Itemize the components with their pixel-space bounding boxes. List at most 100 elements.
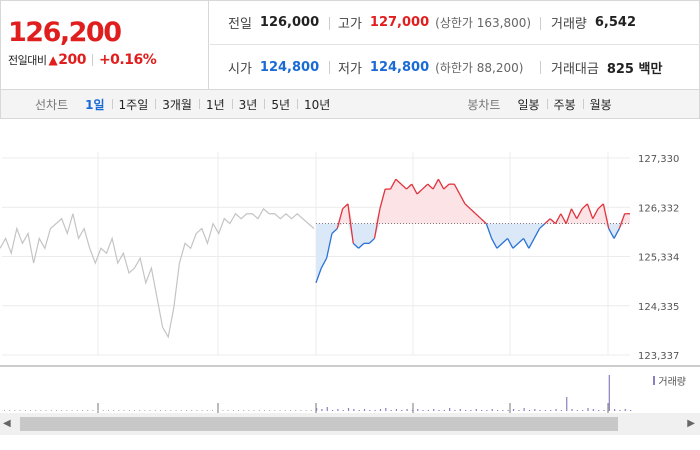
period-tab-1y[interactable]: 1년 <box>198 96 232 113</box>
previous-day-volume-bar <box>180 410 182 411</box>
today-line-segment <box>427 183 434 190</box>
volume-value: 6,542 <box>594 15 637 30</box>
prev-close-value: 126,000 <box>259 15 320 30</box>
previous-day-volume-bar <box>40 410 42 411</box>
high-value: 127,000 <box>369 15 430 30</box>
period-tab-10y[interactable]: 10년 <box>297 96 337 113</box>
today-line-segment <box>389 178 397 190</box>
previous-day-volume-bar <box>139 410 141 411</box>
volume-bar <box>587 408 589 411</box>
low-value: 124,800 <box>369 59 430 75</box>
previous-day-volume-bar <box>35 410 37 411</box>
previous-day-volume-bar <box>61 410 63 411</box>
previous-day-volume-bar <box>274 410 276 411</box>
volume-bar <box>438 410 440 411</box>
divider <box>329 17 330 30</box>
candle-tab-weekly[interactable]: 주봉 <box>546 96 583 113</box>
volume-bar <box>321 409 323 411</box>
volume-bar <box>496 410 499 411</box>
today-line-segment <box>459 193 466 205</box>
previous-day-volume-bar <box>258 410 260 411</box>
previous-day-volume-bar <box>71 410 73 411</box>
amount-label: 거래대금 <box>551 61 599 77</box>
volume-bar <box>486 410 488 411</box>
low-label: 저가 <box>338 61 362 77</box>
candle-chart-label: 봉차트 <box>467 97 501 112</box>
scroll-right-icon[interactable]: ▶ <box>687 418 695 429</box>
open-value: 124,800 <box>259 59 320 75</box>
previous-day-volume-bar <box>160 410 161 411</box>
volume-bar <box>518 410 520 411</box>
today-line-segment <box>336 208 344 229</box>
previous-day-volume-bar <box>305 410 307 411</box>
volume-bar <box>544 410 547 411</box>
previous-day-volume-bar <box>66 410 68 411</box>
previous-day-volume-bar <box>45 410 47 411</box>
volume-bar <box>465 410 467 411</box>
volume-bar <box>342 410 344 411</box>
previous-day-volume-bar <box>290 410 291 411</box>
volume-bar <box>475 409 477 411</box>
y-tick-label: 123,337 <box>638 351 679 362</box>
volume-bar <box>630 410 632 411</box>
period-tab-3m[interactable]: 3개월 <box>155 96 199 113</box>
scroll-left-icon[interactable]: ◀ <box>3 418 11 429</box>
today-line-segment <box>507 238 514 249</box>
previous-day-volume-bar <box>118 410 120 411</box>
volume-bar <box>550 410 552 411</box>
chart-area-fills <box>316 179 630 283</box>
period-tab-3y[interactable]: 3년 <box>231 96 265 113</box>
chart-scrollbar[interactable]: ◀ ▶ <box>0 413 700 435</box>
today-line-segment <box>373 208 381 239</box>
today-line-segment <box>501 237 509 244</box>
today-line-segment <box>544 218 551 225</box>
scrollbar-thumb[interactable] <box>20 417 618 431</box>
candle-tab-daily[interactable]: 일봉 <box>517 97 540 112</box>
volume-bar <box>507 410 509 411</box>
previous-day-volume-bar <box>269 410 271 411</box>
previous-day-volume-bar <box>50 410 52 411</box>
amount-value: 825 백만 <box>606 61 663 77</box>
today-line-segment <box>400 183 407 190</box>
previous-day-volume-bar <box>238 410 239 411</box>
today-line-segment <box>581 203 588 210</box>
volume-bar <box>582 410 584 411</box>
volume-bar <box>369 410 371 411</box>
volume-bar <box>443 410 445 411</box>
previous-day-volume-bar <box>92 410 94 411</box>
prev-close-label: 전일 <box>228 17 252 32</box>
today-line-segment <box>517 237 525 244</box>
previous-day-volume-bar <box>212 410 213 411</box>
previous-day-volume-bar <box>175 410 177 411</box>
previous-day-volume-bar <box>310 410 312 411</box>
previous-day-volume-bar <box>222 410 224 411</box>
today-line-segment <box>421 183 429 190</box>
chart-grid <box>0 152 700 366</box>
volume-bar <box>560 410 563 411</box>
prev-close-stat: 전일 126,000 <box>228 13 319 32</box>
period-tab-1d[interactable]: 1일 <box>85 97 105 112</box>
previous-day-volume-bar <box>108 410 109 411</box>
divider <box>91 54 93 66</box>
divider <box>329 61 330 74</box>
volume-bar <box>491 409 493 411</box>
stats-row-2: 시가 124,800 저가 124,800 (하한가 88,200) 거래대금 … <box>210 45 700 89</box>
y-axis-labels: 127,330 126,332 125,334 124,335 123,337 <box>638 154 679 362</box>
today-line-segment <box>602 203 610 229</box>
period-tab-5y[interactable]: 5년 <box>264 96 297 113</box>
volume-bar <box>411 410 413 411</box>
volume-bar <box>470 410 472 411</box>
previous-day-volume-bar <box>9 410 11 411</box>
today-line-segment <box>443 183 450 190</box>
up-triangle-icon: ▲ <box>48 53 58 67</box>
candle-tab-monthly[interactable]: 월봉 <box>582 96 619 113</box>
volume-panel: 거래량 <box>0 366 700 413</box>
previous-day-volume-bar <box>243 410 245 411</box>
volume-bar <box>555 409 557 411</box>
period-tab-1w[interactable]: 1주일 <box>111 96 156 113</box>
today-line-segment <box>416 188 423 195</box>
volume-bar <box>528 410 531 411</box>
current-price: 126,200 <box>8 17 122 48</box>
volume-bar <box>379 409 382 411</box>
today-line-segment <box>331 228 338 234</box>
